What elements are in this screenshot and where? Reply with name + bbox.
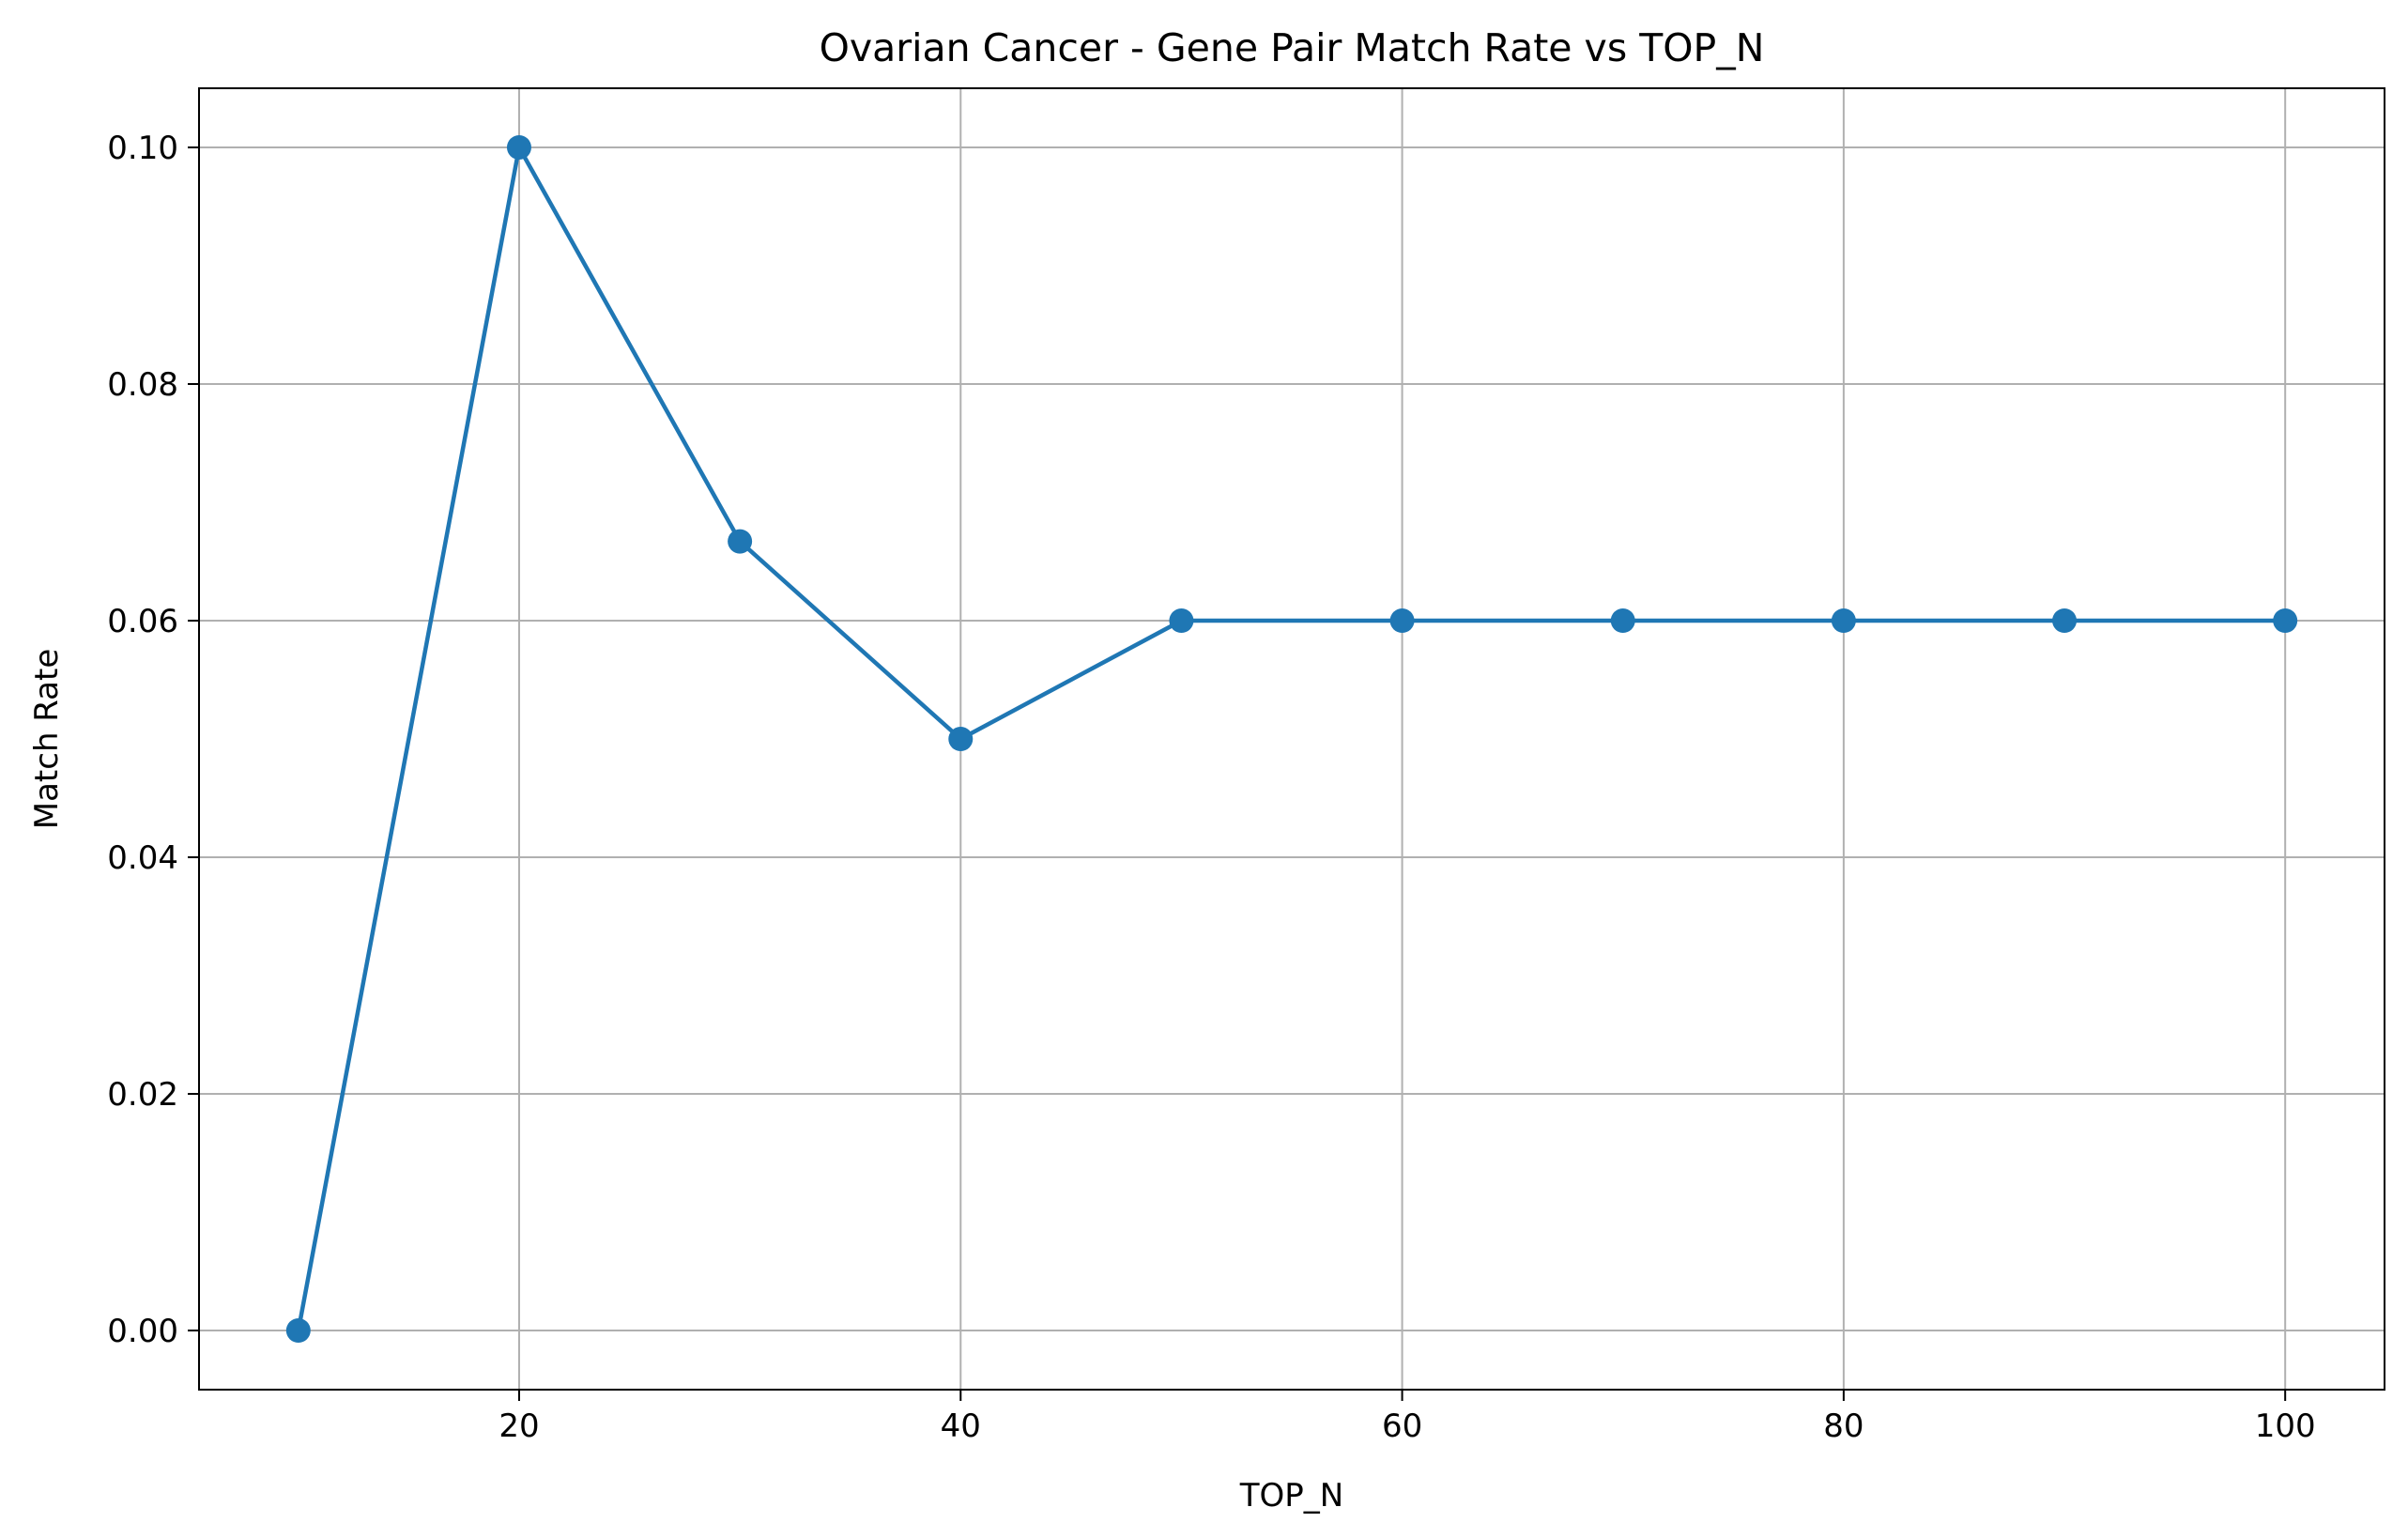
data-point bbox=[728, 529, 753, 554]
data-point bbox=[1610, 608, 1635, 633]
data-point bbox=[2052, 608, 2078, 633]
x-tick-label: 100 bbox=[2255, 1407, 2316, 1445]
x-tick-label: 40 bbox=[941, 1407, 981, 1445]
chart-title: Ovarian Cancer - Gene Pair Match Rate vs… bbox=[820, 25, 1765, 70]
series-line bbox=[296, 145, 2286, 1331]
data-point bbox=[948, 727, 974, 751]
x-tick-label: 60 bbox=[1382, 1407, 1422, 1445]
y-axis-label: Match Rate bbox=[28, 649, 66, 830]
y-tick-label: 0.06 bbox=[107, 603, 178, 640]
y-tick-label: 0.10 bbox=[107, 130, 178, 167]
y-axis: 0.00 0.02 0.04 0.06 0.08 0.10 bbox=[107, 130, 199, 1350]
data-point bbox=[1169, 608, 1194, 633]
x-axis: 20 40 60 80 100 bbox=[498, 1390, 2316, 1445]
data-point bbox=[285, 1318, 311, 1343]
y-tick-label: 0.08 bbox=[107, 366, 178, 404]
x-tick-label: 20 bbox=[498, 1407, 539, 1445]
data-point bbox=[506, 135, 531, 160]
data-point bbox=[1389, 608, 1415, 633]
data-point bbox=[2273, 608, 2298, 633]
x-axis-label: TOP_N bbox=[1239, 1477, 1343, 1515]
series-layer bbox=[285, 135, 2298, 1343]
plot-frame bbox=[198, 87, 2385, 1391]
y-tick-label: 0.02 bbox=[107, 1076, 178, 1114]
y-tick-label: 0.04 bbox=[107, 839, 178, 877]
x-tick-label: 80 bbox=[1823, 1407, 1864, 1445]
y-tick-label: 0.00 bbox=[107, 1313, 178, 1350]
data-point bbox=[1831, 608, 1856, 633]
